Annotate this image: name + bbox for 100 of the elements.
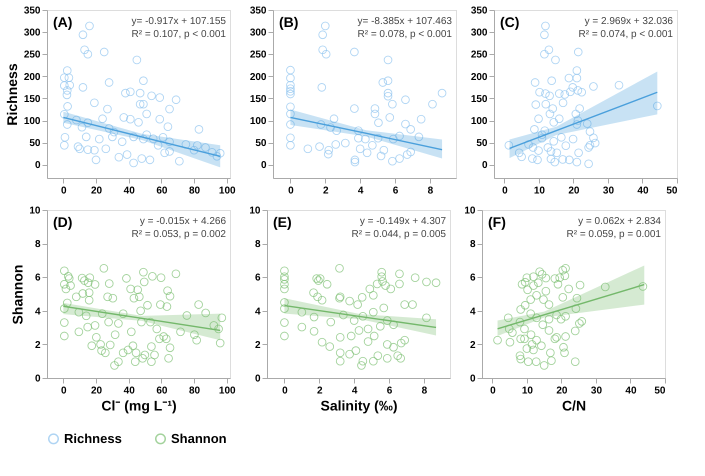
y-tick-label: 6 — [254, 272, 261, 284]
chart-title: (E) — [273, 214, 292, 230]
y-tick-label: 200 — [470, 72, 488, 83]
x-tick-label: 40 — [625, 386, 637, 396]
chart-title: (C) — [500, 14, 520, 30]
y-tick-label: 250 — [250, 50, 267, 61]
y-tick-label: 0 — [254, 374, 261, 384]
chart-title: (D) — [53, 214, 72, 230]
y-tick-label: 6 — [470, 272, 476, 284]
annotation: R² = 0.107, p < 0.001 — [131, 29, 226, 40]
y-tick-label: 4 — [254, 306, 261, 318]
y-tick-label: 350 — [24, 6, 41, 16]
x-axis-title: Salinity (‰) — [320, 398, 398, 414]
x-tick-label: 100 — [218, 386, 236, 396]
x-tick-label: 2 — [323, 186, 330, 196]
x-tick-label: 4 — [352, 386, 358, 396]
x-axis-title: C/N — [562, 398, 586, 414]
chart-title: (B) — [279, 14, 298, 30]
y-tick-label: 150 — [470, 94, 488, 105]
x-tick-label: 0 — [502, 186, 508, 196]
annotation: y= -0.917x + 107.155 — [131, 16, 226, 27]
y-tick-label: 200 — [250, 72, 267, 83]
annotation: R² = 0.053, p = 0.002 — [131, 229, 226, 240]
y-tick-label: 10 — [29, 206, 41, 216]
x-tick-label: 10 — [522, 386, 534, 396]
legend-label: Richness — [64, 430, 122, 446]
y-tick-label: 4 — [470, 306, 476, 318]
y-tick-label: 8 — [34, 239, 41, 250]
x-tick-label: 60 — [156, 186, 168, 196]
annotation: y= -8.385x + 107.463 — [357, 16, 452, 27]
y-tick-label: 10 — [249, 206, 261, 216]
x-tick-label: 8 — [422, 386, 428, 396]
y-tick-label: 100 — [24, 116, 41, 128]
x-tick-label: 8 — [428, 186, 434, 196]
x-tick-label: 0 — [61, 386, 68, 396]
y-tick-label: 300 — [24, 28, 41, 39]
annotation: R² = 0.074, p < 0.001 — [578, 29, 674, 40]
y-tick-label: 2 — [470, 340, 476, 351]
y-tick-label: 10 — [464, 206, 476, 216]
y-tick-label: 0 — [470, 374, 476, 384]
y-tick-label: 50 — [255, 138, 267, 150]
y-tick-label: 150 — [250, 94, 267, 105]
x-tick-label: 0 — [61, 186, 68, 196]
y-axis-title: Shannon — [9, 264, 26, 324]
y-tick-label: 0 — [34, 374, 41, 384]
annotation: R² = 0.078, p < 0.001 — [357, 29, 452, 40]
y-tick-label: 2 — [34, 340, 41, 351]
y-tick-label: 150 — [24, 94, 41, 105]
x-tick-label: 40 — [637, 186, 649, 196]
x-tick-label: 50 — [666, 186, 678, 196]
y-tick-label: 300 — [250, 28, 267, 39]
annotation: R² = 0.059, p = 0.001 — [566, 229, 662, 240]
y-tick-label: 2 — [254, 340, 261, 351]
x-axis-title: Cl⁻ (mg L⁻¹) — [101, 398, 177, 414]
y-tick-label: 250 — [470, 50, 488, 61]
x-tick-label: 6 — [386, 386, 393, 396]
annotation: y = 2.969x + 32.036 — [584, 16, 674, 27]
x-tick-label: 20 — [90, 386, 103, 396]
y-tick-label: 50 — [476, 138, 488, 150]
y-tick-label: 100 — [250, 116, 267, 128]
x-tick-label: 20 — [556, 386, 568, 396]
x-tick-label: 40 — [124, 186, 136, 196]
x-tick-label: 30 — [590, 386, 602, 396]
annotation: y = -0.149x + 4.307 — [360, 216, 446, 227]
annotation: y = 0.062x + 2.834 — [578, 216, 662, 227]
y-tick-label: 0 — [34, 160, 41, 172]
y-tick-label: 250 — [24, 50, 41, 61]
x-tick-label: 100 — [218, 186, 236, 196]
x-tick-label: 20 — [90, 186, 103, 196]
x-tick-label: 0 — [282, 386, 288, 396]
x-tick-label: 40 — [124, 386, 136, 396]
y-tick-label: 350 — [470, 6, 488, 16]
y-tick-label: 4 — [34, 306, 41, 318]
annotation: y = -0.015x + 4.266 — [140, 216, 226, 227]
y-axis-title: Richness — [4, 63, 20, 126]
x-tick-label: 10 — [534, 186, 546, 196]
y-tick-label: 50 — [29, 138, 41, 150]
x-tick-label: 60 — [156, 386, 168, 396]
x-tick-label: 30 — [602, 186, 614, 196]
y-tick-label: 8 — [470, 239, 476, 250]
x-tick-label: 20 — [568, 186, 580, 196]
y-tick-label: 6 — [34, 272, 41, 284]
chart-title: (F) — [488, 214, 506, 230]
x-tick-label: 6 — [392, 186, 399, 196]
x-tick-label: 50 — [654, 386, 666, 396]
x-tick-label: 4 — [358, 186, 364, 196]
chart-title: (A) — [53, 14, 72, 30]
x-tick-label: 80 — [188, 186, 201, 196]
x-tick-label: 80 — [188, 386, 201, 396]
y-tick-label: 0 — [260, 160, 267, 172]
x-tick-label: 2 — [317, 386, 324, 396]
legend-label: Shannon — [171, 430, 227, 446]
x-tick-label: 0 — [288, 186, 294, 196]
x-tick-label: 0 — [490, 386, 496, 396]
y-tick-label: 8 — [254, 239, 261, 250]
y-tick-label: 200 — [24, 72, 41, 83]
y-tick-label: 0 — [482, 160, 488, 172]
y-tick-label: 300 — [470, 28, 488, 39]
y-tick-label: 350 — [250, 6, 267, 16]
y-tick-label: 100 — [470, 116, 488, 128]
